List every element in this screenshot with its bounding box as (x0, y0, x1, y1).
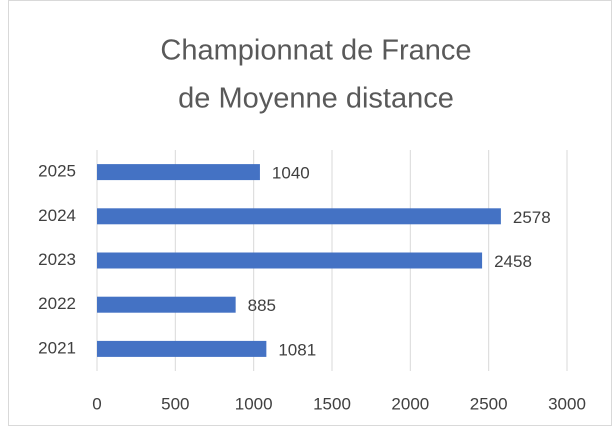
y-tick-label: 2024 (38, 206, 76, 225)
bar (97, 208, 501, 225)
data-label: 1081 (278, 340, 316, 359)
x-tick-label: 3000 (548, 394, 586, 413)
x-tick-label: 500 (161, 394, 189, 413)
x-tick-label: 1000 (235, 394, 273, 413)
bar (97, 296, 236, 313)
y-tick-label: 2023 (38, 250, 76, 269)
y-tick-label: 2022 (38, 294, 76, 313)
y-tick-label: 2025 (38, 162, 76, 181)
bar (97, 164, 260, 181)
bar (97, 340, 267, 357)
data-label: 1040 (272, 164, 310, 183)
data-label: 2458 (494, 252, 532, 271)
data-label: 885 (248, 296, 276, 315)
x-tick-label: 2000 (391, 394, 429, 413)
y-tick-label: 2021 (38, 338, 76, 357)
data-label: 2578 (513, 208, 551, 227)
bar (97, 252, 483, 269)
chart-title: de Moyenne distance (178, 83, 454, 115)
x-tick-label: 0 (92, 394, 101, 413)
chart-title: Championnat de France (160, 35, 471, 67)
x-tick-label: 2500 (470, 394, 508, 413)
x-tick-label: 1500 (313, 394, 351, 413)
